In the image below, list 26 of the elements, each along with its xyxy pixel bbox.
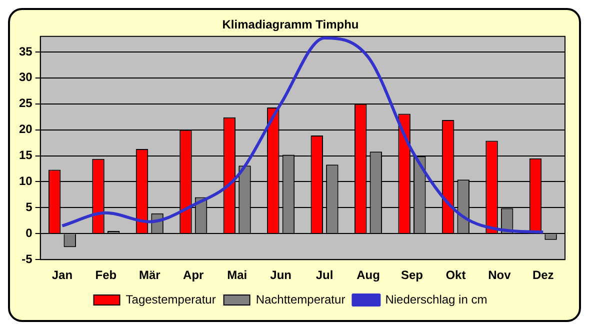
chart-title: Klimadiagramm Timphu — [222, 18, 359, 32]
x-tick-label: Jul — [316, 268, 334, 282]
x-tick-label: Feb — [95, 268, 117, 282]
y-tick-label: 15 — [18, 148, 33, 162]
y-tick-label: -5 — [22, 252, 33, 266]
legend-label: Niederschlag in cm — [385, 292, 488, 306]
y-tick-label: 25 — [18, 96, 33, 110]
x-tick-label: Mär — [138, 268, 161, 282]
line-series — [60, 36, 545, 234]
x-tick-label: Okt — [446, 268, 466, 282]
y-tick-label: 0 — [26, 226, 33, 240]
y-tick-label: 10 — [18, 174, 33, 188]
x-tick-label: Aug — [356, 268, 380, 282]
legend-label: Nachttemperatur — [256, 292, 346, 306]
x-tick-label: Jun — [270, 268, 292, 282]
x-tick-label: Mai — [227, 268, 248, 282]
x-tick-label: Jan — [52, 268, 73, 282]
x-tick-label: Sep — [400, 268, 423, 282]
legend-label: Tagestemperatur — [126, 292, 216, 306]
y-tick-label: 20 — [18, 122, 33, 136]
y-tick-label: 5 — [26, 200, 33, 214]
y-tick-label: 30 — [18, 70, 33, 84]
x-tick-label: Nov — [488, 268, 512, 282]
x-tick-label: Dez — [532, 268, 554, 282]
y-tick-label: 35 — [18, 44, 33, 58]
x-tick-label: Apr — [183, 268, 204, 282]
